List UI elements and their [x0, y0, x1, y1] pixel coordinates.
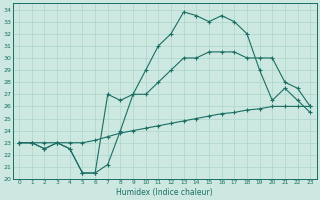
X-axis label: Humidex (Indice chaleur): Humidex (Indice chaleur): [116, 188, 213, 197]
